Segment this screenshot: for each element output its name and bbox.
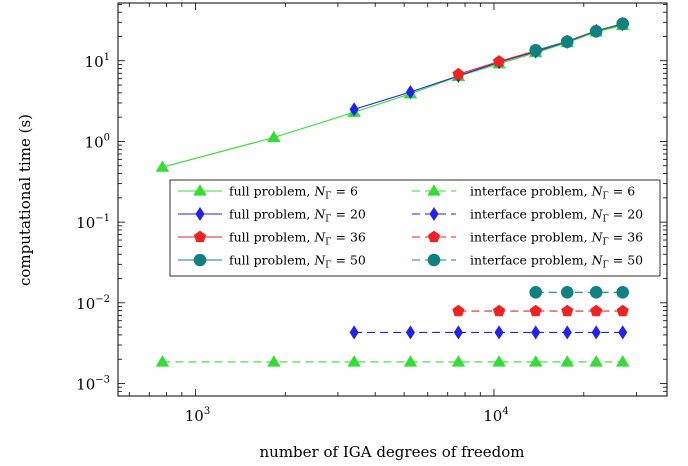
data-point: [618, 325, 628, 340]
data-point: [589, 286, 603, 299]
data-point: [349, 325, 359, 340]
data-point: [562, 325, 572, 340]
plot-area: [117, 2, 668, 397]
x-tick-label: 103: [185, 406, 210, 425]
data-point: [529, 43, 543, 57]
data-point: [347, 355, 361, 367]
legend-marker: [193, 184, 207, 196]
legend-marker: [193, 230, 207, 243]
legend-label: full problem, NΓ = 36: [229, 230, 366, 248]
data-point: [349, 102, 359, 117]
data-point: [560, 286, 574, 299]
data-point: [589, 24, 603, 38]
data-point: [589, 355, 603, 367]
data-point: [405, 84, 415, 100]
data-point: [616, 17, 630, 31]
data-point: [591, 325, 601, 340]
x-tick-labels: 103 104: [185, 406, 509, 425]
y-tick-labels: 10−3 10−2 10−1 100 101: [76, 52, 110, 394]
y-tick-label: 10−1: [76, 213, 110, 232]
data-point: [453, 325, 463, 340]
legend-marker: [427, 184, 441, 196]
data-point: [155, 355, 170, 367]
legend-label: interface problem, NΓ = 36: [470, 230, 643, 248]
legend-marker: [193, 253, 207, 267]
data-point: [529, 286, 543, 299]
legend-marker: [427, 253, 441, 267]
data-point: [492, 55, 506, 67]
data-point: [451, 355, 466, 367]
y-tick-label: 101: [85, 52, 110, 71]
legend-entries: full problem, NΓ = 6 interface problem, N…: [178, 184, 643, 271]
minor-ticks: [118, 3, 667, 397]
data-point: [155, 160, 170, 172]
data-point: [494, 325, 504, 340]
data-point: [529, 304, 542, 317]
data-point: [615, 355, 630, 367]
legend-label: interface problem, NΓ = 50: [470, 253, 643, 271]
legend-marker: [427, 230, 441, 243]
data-point: [560, 355, 574, 367]
legend: full problem, NΓ = 6 interface problem, N…: [169, 179, 661, 277]
data-point: [267, 355, 281, 367]
y-tick-label: 100: [85, 132, 110, 151]
legend-label: full problem, NΓ = 50: [229, 253, 366, 271]
data-point: [267, 130, 281, 143]
y-tick-label: 10−2: [76, 294, 110, 313]
data-point: [405, 325, 415, 340]
legend-marker: [195, 206, 205, 222]
x-axis-label: number of IGA degrees of freedom: [260, 443, 525, 461]
major-ticks: [118, 3, 667, 396]
data-point: [452, 67, 465, 80]
x-tick-label: 104: [483, 406, 508, 425]
data-point: [528, 355, 543, 367]
series-line: [535, 23, 623, 51]
data-point: [560, 35, 574, 49]
data-point: [492, 355, 506, 367]
data-point: [616, 286, 630, 299]
legend-label: full problem, NΓ = 20: [229, 207, 366, 225]
legend-label: interface problem, NΓ = 6: [470, 184, 635, 202]
y-tick-label: 10−3: [76, 375, 110, 394]
data-point: [403, 355, 418, 367]
data-point: [616, 304, 629, 317]
data-point: [531, 325, 541, 340]
y-axis-label: computational time (s): [16, 114, 34, 286]
series-line: [162, 24, 623, 168]
legend-label: interface problem, NΓ = 20: [470, 207, 643, 225]
series-markers: [155, 17, 630, 367]
data-point: [561, 304, 574, 317]
legend-marker: [429, 206, 439, 222]
legend-label: full problem, NΓ = 6: [229, 184, 358, 202]
data-point: [590, 304, 603, 317]
data-point: [452, 304, 465, 317]
data-point: [492, 304, 506, 317]
